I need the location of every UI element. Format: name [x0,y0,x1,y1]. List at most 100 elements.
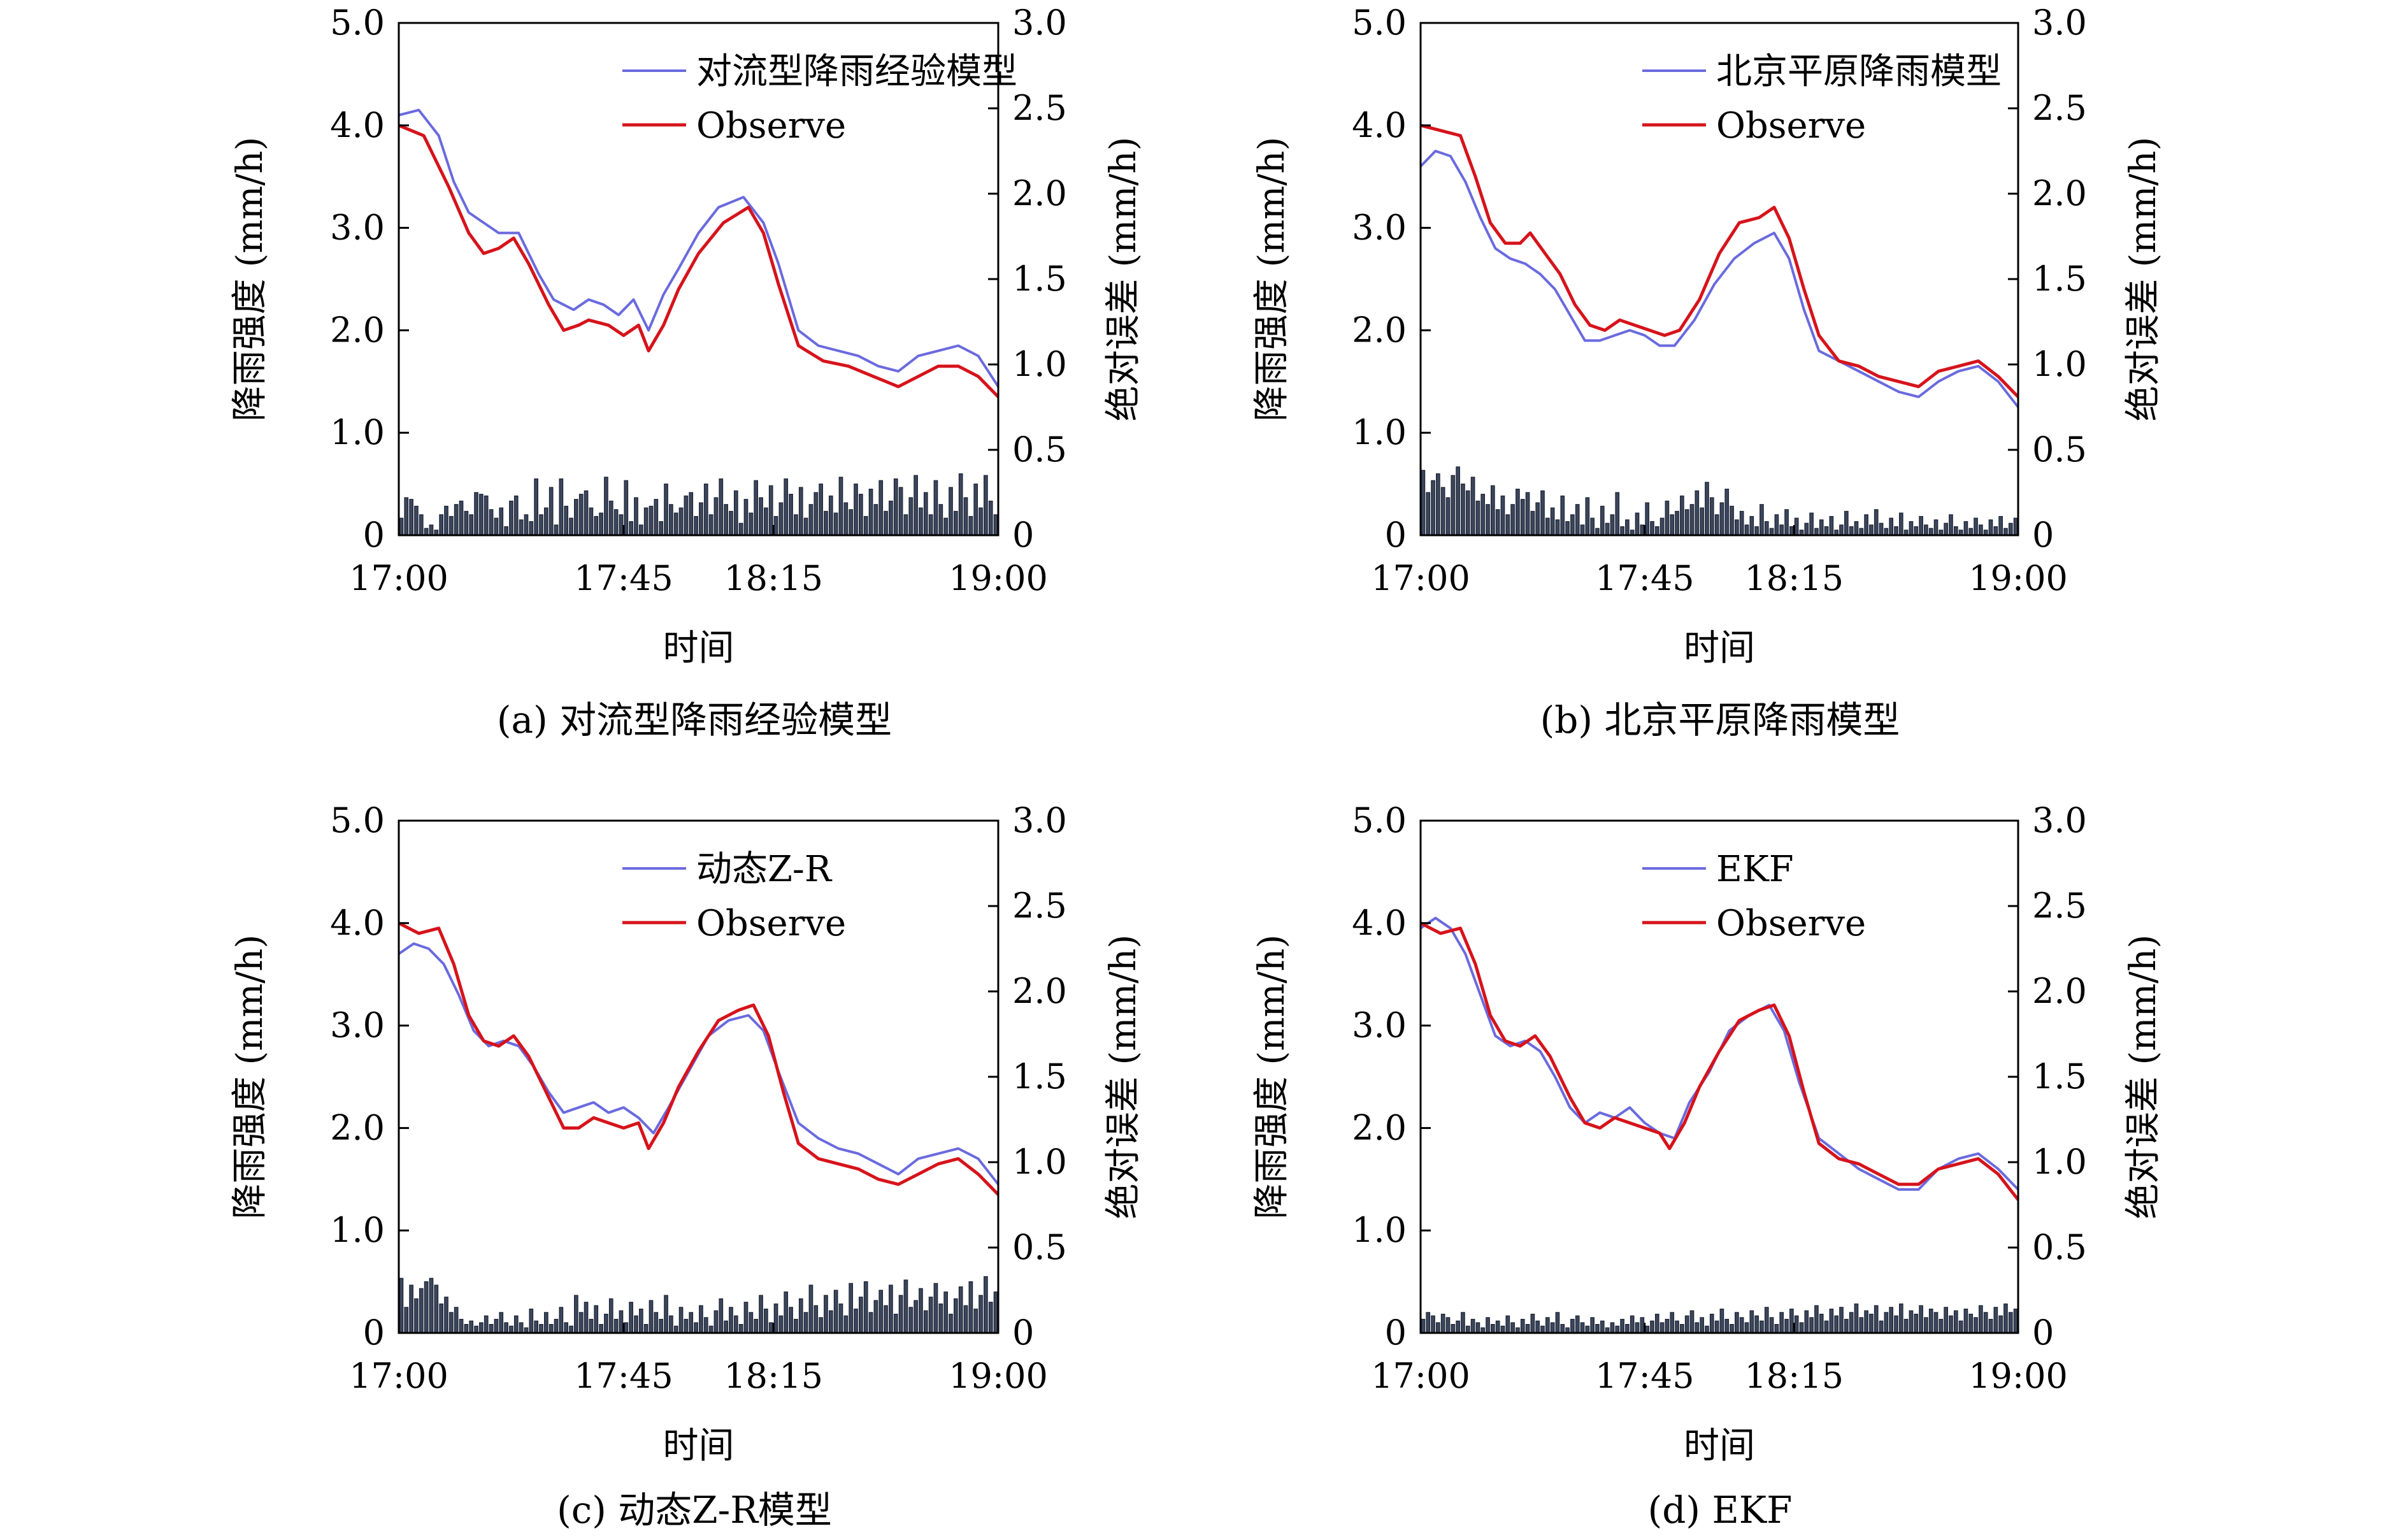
error-bar [898,487,903,536]
error-bar [424,528,429,536]
error-bar [1724,489,1730,536]
error-bar [1505,514,1510,536]
error-bar [1615,492,1620,536]
x-tick-label: 17:45 [574,1356,673,1396]
error-bar [958,1286,963,1334]
error-bar [908,1307,914,1334]
error-bar [1849,526,1854,536]
error-bar [1610,1322,1615,1334]
error-bar [1844,510,1849,536]
error-bar [1659,517,1665,536]
error-bar [2008,522,2013,536]
error-bar [1909,521,1914,536]
chart-panel-2: 0 1.0 2.0 3.0 4.0 5.0 0 0.5 1.0 1.5 2.0 2.5 3.0 17:00… [229,800,1144,1532]
error-bar [1689,504,1695,536]
error-bar [713,1310,719,1334]
error-bar [613,1318,619,1334]
y2-tick-label: 1.0 [2032,1142,2087,1182]
legend: 对流型降雨经验模型 Observe [622,51,1017,147]
y2-axis-label: 绝对误差 (mm/h) [2123,935,2164,1220]
error-bar [923,492,928,536]
y-tick-label: 1.0 [330,1210,385,1250]
error-bar [943,1292,949,1334]
error-bar [1983,1312,1988,1334]
error-bar [1605,522,1610,536]
error-bar [444,1297,448,1334]
y2-tick-label: 0 [1012,1313,1034,1353]
error-bar [1575,1315,1580,1334]
error-bar [1944,522,1948,536]
y2-tick-label: 0.5 [2032,1227,2087,1267]
y-tick-label: 4.0 [330,105,385,145]
error-bar [984,1276,988,1334]
error-bar [1799,1322,1804,1334]
error-bar [903,1279,908,1334]
error-bar [1779,524,1784,536]
plot-frame [1419,819,2019,1334]
error-bar [1560,495,1565,536]
error-bar [724,1320,728,1334]
error-bar [1819,1313,1824,1334]
error-bar [1695,1322,1700,1334]
error-bar [713,497,719,536]
error-bar [454,504,459,536]
error-bar [1625,519,1630,536]
error-bar [1680,495,1684,536]
error-bar [1426,492,1431,536]
error-bar [743,499,749,536]
error-bar [868,1312,873,1334]
error-bar [574,499,578,536]
error-bar [1421,1318,1426,1334]
error-bar [1933,519,1939,536]
error-bar [1784,1318,1789,1334]
error-bar [1510,504,1515,536]
error-bar [1719,502,1724,536]
y2-tick-label: 2.0 [1012,971,1067,1011]
error-bar [1993,526,1998,536]
figure-caption: (b) 北京平原降雨模型 [1540,698,1900,742]
error-bar [584,1302,589,1334]
error-bar [943,517,949,536]
error-bar [1565,521,1570,536]
y-axis-label: 降雨强度 (mm/h) [1251,137,1293,422]
error-bar [1903,1318,1909,1334]
error-bar [1530,510,1535,536]
error-bar [664,483,668,536]
observe-series-line [398,921,1000,1196]
plot-frame [398,22,1000,536]
error-bar [419,514,424,536]
error-bar [928,514,933,536]
error-bar [1680,1324,1684,1334]
error-bar [1585,497,1590,536]
error-bar [513,495,519,536]
error-bar [1988,1318,1993,1334]
error-bar [499,1312,504,1334]
error-bar [819,483,823,536]
x-tick-label: 19:00 [949,558,1048,598]
error-bar [953,1298,958,1334]
x-axis-label: 时间 [663,628,735,669]
error-bar [973,1308,978,1334]
error-bar [629,521,633,536]
error-bar [738,522,743,536]
y-tick-label: 4.0 [1352,105,1407,145]
error-bar [1650,1320,1654,1334]
error-bar [548,487,554,536]
error-bar [524,514,529,536]
error-bar [504,1322,508,1334]
x-axis-label: 时间 [1684,628,1755,669]
error-bar [1968,1313,1974,1334]
error-bar [1510,1322,1515,1334]
error-bar [794,1318,798,1334]
error-bar [608,1298,613,1334]
error-bar [928,1297,933,1334]
x-tick-label: 19:00 [949,1356,1048,1396]
error-bar [1595,528,1600,536]
error-bar [843,502,849,536]
error-bar [1919,1305,1923,1334]
y2-tick-label: 3.0 [1012,800,1067,840]
error-bar [404,497,409,536]
y-tick-label: 5.0 [1352,3,1407,43]
error-bar [953,510,958,536]
error-bar [499,507,504,536]
